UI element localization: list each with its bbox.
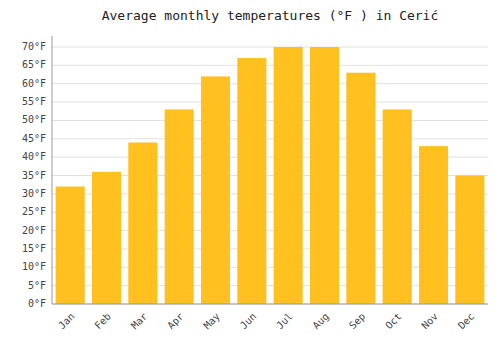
x-tick-label: Jan: [56, 311, 77, 332]
bar: [455, 176, 484, 304]
grid: [52, 47, 488, 304]
y-tick-label: 5°F: [28, 280, 46, 291]
y-tick-label: 35°F: [22, 170, 46, 181]
y-tick-label: 15°F: [22, 243, 46, 254]
x-tick-label: Sep: [347, 311, 368, 332]
x-tick-label: Feb: [92, 311, 113, 332]
bar: [128, 142, 157, 304]
bars: [56, 47, 485, 304]
bar: [237, 58, 266, 304]
y-tick-label: 40°F: [22, 151, 46, 162]
bar: [383, 109, 412, 304]
bar: [165, 109, 194, 304]
x-tick-label: Dec: [456, 311, 477, 332]
y-tick-label: 0°F: [28, 298, 46, 309]
x-tick-label: Jul: [274, 311, 295, 332]
y-tick-label: 50°F: [22, 114, 46, 125]
y-tick-label: 20°F: [22, 225, 46, 236]
bar: [346, 73, 375, 304]
grid-line: [52, 120, 488, 121]
y-tick-label: 30°F: [22, 188, 46, 199]
grid-line: [52, 65, 488, 66]
x-tick-label: Aug: [310, 311, 331, 332]
bar: [92, 172, 121, 304]
grid-line: [52, 304, 488, 305]
chart-container: 0°F 5°F 10°F 15°F 20°F 25°F 30°F 35°F 40°F 45°F 50…: [0, 0, 500, 350]
grid-line: [52, 102, 488, 103]
bar: [56, 187, 85, 304]
y-tick-label: 55°F: [22, 96, 46, 107]
bar: [274, 47, 303, 304]
y-tick-label: 25°F: [22, 206, 46, 217]
bar: [201, 76, 230, 304]
x-tick-label: May: [201, 311, 222, 332]
x-tick-label: Jun: [238, 311, 259, 332]
chart: 0°F 5°F 10°F 15°F 20°F 25°F 30°F 35°F 40°F 45°F 50…: [0, 0, 500, 350]
grid-line: [52, 47, 488, 48]
bar: [310, 47, 339, 304]
y-tick-label: 65°F: [22, 59, 46, 70]
y-tick-label: 45°F: [22, 133, 46, 144]
grid-line: [52, 138, 488, 139]
y-tick-label: 70°F: [22, 41, 46, 52]
x-tick-label: Mar: [129, 311, 150, 332]
x-tick-label: Nov: [419, 311, 440, 332]
y-ticks: 0°F 5°F 10°F 15°F 20°F 25°F 30°F 35°F 40°F 45°F 50…: [22, 41, 46, 309]
x-tick-label: Apr: [165, 311, 186, 332]
x-axis-line: [52, 304, 488, 305]
title: Average monthly temperatures (°F ) in Ce…: [102, 8, 439, 23]
x-ticks: Jan Feb Mar Apr May Jun Jul Aug Sep Oct Nov Dec: [56, 311, 476, 332]
y-axis-line: [52, 36, 53, 304]
y-tick-label: 60°F: [22, 78, 46, 89]
y-tick-label: 10°F: [22, 261, 46, 272]
x-tick-label: Oct: [383, 311, 404, 332]
grid-line: [52, 83, 488, 84]
bar: [419, 146, 448, 304]
